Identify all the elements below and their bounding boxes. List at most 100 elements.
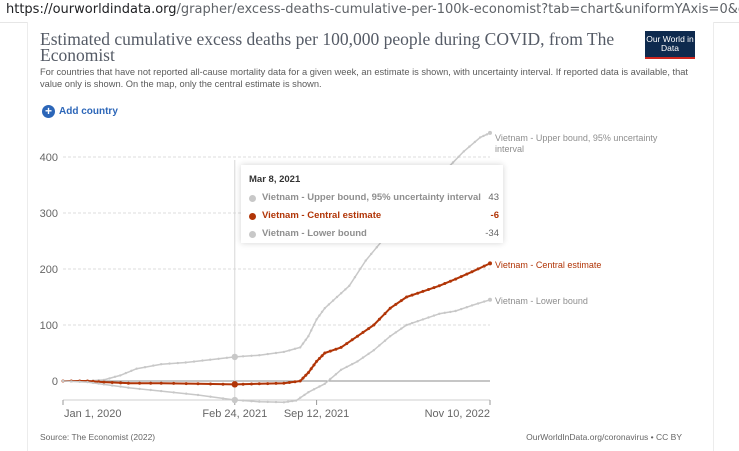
hover-marker-lower bbox=[231, 396, 238, 404]
data-point-lower bbox=[454, 309, 457, 313]
data-point-lower bbox=[400, 327, 403, 330]
data-point-central bbox=[304, 373, 308, 377]
data-point-lower bbox=[432, 314, 436, 317]
data-point-upper bbox=[375, 246, 378, 249]
data-point-upper bbox=[113, 375, 117, 378]
credit-link[interactable]: OurWorldInData.org/coronavirus • CC BY bbox=[526, 432, 682, 442]
data-point-upper bbox=[282, 350, 286, 354]
add-country-button[interactable]: + Add country bbox=[42, 105, 118, 118]
data-point-lower bbox=[91, 381, 95, 385]
y-tick-label: 300 bbox=[40, 208, 58, 220]
data-point-upper bbox=[143, 366, 147, 369]
data-point-lower bbox=[149, 388, 152, 392]
data-point-upper bbox=[482, 134, 485, 138]
data-point-central bbox=[443, 282, 447, 285]
data-point-central bbox=[383, 312, 387, 316]
data-point-upper bbox=[258, 354, 261, 357]
data-point-upper bbox=[241, 355, 245, 358]
data-point-lower bbox=[258, 400, 261, 403]
data-point-central bbox=[298, 379, 302, 383]
data-point-central bbox=[309, 367, 313, 371]
data-point-upper bbox=[288, 349, 291, 352]
chart-subtitle: For countries that have not reported all… bbox=[40, 67, 689, 89]
data-point-central bbox=[454, 277, 458, 281]
data-point-upper bbox=[310, 329, 313, 332]
data-point-central bbox=[345, 342, 349, 346]
source-note[interactable]: Source: The Economist (2022) bbox=[40, 432, 156, 442]
data-point-upper bbox=[274, 351, 278, 355]
data-point-central bbox=[377, 317, 381, 321]
plus-circle-icon: + bbox=[42, 105, 55, 118]
data-point-lower bbox=[266, 400, 269, 404]
data-point-lower bbox=[449, 310, 452, 314]
data-point-central bbox=[405, 295, 409, 299]
data-point-upper bbox=[152, 364, 155, 367]
data-point-lower bbox=[303, 393, 306, 397]
data-point-central bbox=[126, 381, 130, 385]
series-line-central[interactable] bbox=[63, 262, 491, 386]
upper-bound-swatch bbox=[249, 195, 256, 202]
tooltip-row-upper: Vietnam - Upper bound, 95% uncertainty i… bbox=[249, 192, 499, 206]
data-point-lower bbox=[329, 377, 332, 381]
data-point-upper bbox=[217, 357, 220, 360]
data-point-central bbox=[367, 327, 371, 331]
data-point-central bbox=[320, 354, 324, 358]
data-point-upper bbox=[312, 323, 316, 326]
data-point-central bbox=[488, 261, 492, 266]
x-tick-label: Jan 1, 2020 bbox=[64, 408, 122, 420]
data-point-central bbox=[287, 381, 291, 384]
tooltip-row-lower: Vietnam - Lower bound -34 bbox=[249, 228, 499, 242]
url-path: /grapher/excess-deaths-cumulative-per-10… bbox=[176, 2, 739, 17]
logo-text: Our World in Data bbox=[646, 34, 694, 53]
data-point-upper bbox=[176, 361, 179, 365]
data-point-lower bbox=[421, 318, 425, 321]
data-point-central bbox=[416, 291, 420, 295]
data-point-upper bbox=[168, 362, 171, 365]
data-point-central bbox=[421, 289, 425, 293]
data-point-upper bbox=[359, 267, 362, 270]
data-point-central bbox=[119, 381, 123, 385]
data-point-central bbox=[465, 272, 469, 276]
y-tick-label: 100 bbox=[40, 320, 58, 332]
central-estimate-swatch bbox=[249, 213, 256, 220]
browser-address-bar[interactable]: https://ourworldindata.org/grapher/exces… bbox=[0, 0, 739, 23]
y-tick-label: 400 bbox=[40, 152, 58, 164]
data-point-upper bbox=[315, 318, 318, 321]
data-point-central bbox=[334, 347, 338, 351]
data-point-central bbox=[274, 381, 278, 385]
data-point-lower bbox=[172, 391, 175, 394]
owid-logo[interactable]: Our World in Data bbox=[645, 31, 695, 59]
data-point-lower bbox=[274, 400, 278, 404]
data-point-upper bbox=[184, 361, 187, 364]
data-point-upper bbox=[348, 284, 351, 287]
url-text[interactable]: https://ourworldindata.org/grapher/exces… bbox=[6, 2, 739, 17]
data-point-upper bbox=[307, 335, 310, 338]
data-point-lower bbox=[286, 400, 290, 403]
data-point-lower bbox=[416, 320, 419, 323]
data-point-lower bbox=[488, 297, 492, 302]
data-point-upper bbox=[266, 352, 269, 356]
data-point-upper bbox=[130, 369, 133, 372]
data-point-central bbox=[149, 381, 153, 385]
data-point-central bbox=[356, 334, 359, 338]
data-point-lower bbox=[119, 385, 122, 388]
data-point-upper bbox=[323, 307, 326, 310]
data-point-upper bbox=[353, 276, 357, 279]
tooltip-row-central: Vietnam - Central estimate -6 bbox=[249, 210, 499, 224]
data-point-central bbox=[312, 363, 316, 367]
data-point-upper bbox=[108, 377, 111, 380]
data-point-lower bbox=[339, 368, 343, 371]
data-point-lower bbox=[127, 386, 130, 389]
data-point-lower bbox=[378, 344, 381, 347]
data-point-lower bbox=[221, 397, 225, 400]
data-point-lower bbox=[460, 307, 463, 311]
hover-marker-upper bbox=[231, 353, 238, 361]
data-point-central bbox=[172, 381, 176, 385]
data-point-lower bbox=[209, 395, 212, 398]
data-point-lower bbox=[372, 349, 375, 352]
series-end-labels: Vietnam - Upper bound, 95% uncertainty in… bbox=[495, 133, 658, 306]
tooltip-series-value: 43 bbox=[488, 192, 499, 203]
data-point-central bbox=[97, 380, 101, 384]
data-point-lower bbox=[241, 399, 245, 402]
series-line-lower[interactable] bbox=[62, 299, 491, 404]
